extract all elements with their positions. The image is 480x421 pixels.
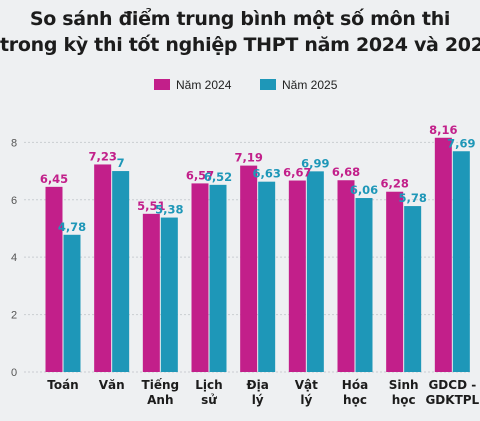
x-tick-label: GDCD - [428, 378, 476, 392]
data-label: 6,67 [283, 166, 311, 180]
x-tick-label: Tiếng [142, 378, 180, 392]
data-label: 4,78 [58, 220, 86, 234]
data-label: 6,52 [204, 170, 232, 184]
bar [209, 184, 227, 372]
bar [240, 165, 258, 372]
bar [191, 183, 209, 372]
x-tick-label: học [343, 393, 367, 407]
x-tick-label: Địa [247, 378, 269, 392]
bar [288, 180, 306, 372]
x-tick-label: Sinh [389, 378, 419, 392]
y-tick-label: 6 [11, 195, 17, 207]
data-label: 6,68 [332, 165, 360, 179]
bar [355, 198, 373, 372]
data-label: 6,45 [40, 172, 68, 186]
bar [112, 171, 130, 372]
data-label: 5,38 [155, 203, 183, 217]
legend-swatch [260, 79, 276, 90]
bar [337, 180, 355, 372]
bar [63, 234, 81, 372]
chart-title: So sánh điểm trung bình một số môn thi t… [0, 6, 480, 58]
bars [45, 137, 470, 372]
x-tick-label: Vật [295, 378, 318, 392]
data-label: 6,63 [252, 167, 280, 181]
data-label: 6,06 [350, 183, 378, 197]
x-tick-label: Hóa [342, 378, 368, 392]
x-tick-label: Toán [47, 378, 78, 392]
bar [94, 164, 112, 372]
x-tick-label: GDKTPL [425, 393, 479, 407]
x-tick-label: Anh [147, 393, 173, 407]
legend-swatch [154, 79, 170, 90]
bar [142, 213, 160, 372]
bar [386, 191, 404, 372]
y-axis: 0 2 4 6 8 [11, 137, 17, 379]
chart-title-line-2: trong kỳ thi tốt nghiệp THPT năm 2024 và… [0, 34, 480, 56]
y-tick-label: 4 [11, 252, 17, 264]
data-label: 7,19 [234, 151, 262, 165]
value-labels: 6,454,787,23 75,515,386,576,527,196,63 6,6… [40, 123, 476, 234]
data-label: 5,51 [137, 199, 165, 213]
x-tick-label: học [392, 393, 416, 407]
data-label: 5,78 [398, 191, 426, 205]
data-label: 7,69 [447, 136, 475, 150]
bar [404, 206, 422, 372]
bar [160, 217, 178, 372]
x-tick-label: Lịch [195, 378, 222, 392]
bar [434, 137, 452, 372]
chart-title-line-1: So sánh điểm trung bình một số môn thi [29, 8, 451, 30]
data-label: 7 [117, 156, 125, 170]
legend: Năm 2024 Năm 2025 [154, 78, 338, 92]
x-tick-label: lý [252, 393, 264, 407]
data-label: 6,99 [301, 156, 329, 170]
bar [258, 181, 276, 372]
category-labels: Toán Văn TiếngAnhLịchsửĐịalýVậtlýHóahọcSin… [47, 378, 479, 407]
data-label: 6,57 [186, 168, 214, 182]
y-tick-label: 0 [11, 367, 17, 379]
bar [45, 186, 63, 372]
y-tick-label: 2 [11, 310, 17, 322]
data-label: 7,23 [88, 149, 116, 163]
bar [306, 171, 324, 372]
bar [452, 151, 470, 372]
x-tick-label: Văn [99, 378, 125, 392]
legend-label: Năm 2024 [176, 78, 232, 92]
legend-label: Năm 2025 [282, 78, 338, 92]
data-label: 6,28 [380, 177, 408, 191]
x-tick-label: sử [201, 393, 217, 407]
data-label: 8,16 [429, 123, 457, 137]
x-tick-label: lý [300, 393, 312, 407]
y-tick-label: 8 [11, 137, 17, 149]
